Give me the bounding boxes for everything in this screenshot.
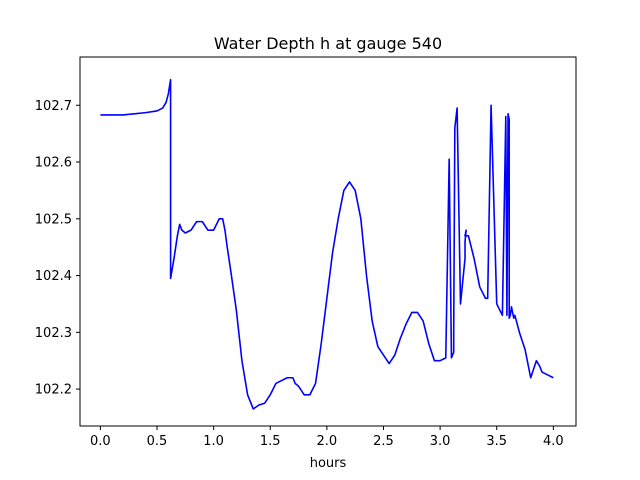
- y-tick-label: 102.4: [35, 269, 72, 284]
- y-tick-label: 102.5: [35, 212, 72, 227]
- y-tick-label: 102.6: [35, 156, 72, 171]
- x-tick-label: 0.5: [147, 434, 168, 449]
- y-tick-label: 102.3: [35, 326, 72, 341]
- x-tick-label: 0.0: [90, 434, 111, 449]
- x-tick-label: 1.5: [260, 434, 281, 449]
- x-tick-label: 4.0: [543, 434, 564, 449]
- x-axis-label: hours: [310, 456, 347, 471]
- x-tick-label: 2.5: [373, 434, 394, 449]
- y-axis: 102.2 102.3 102.4 102.5 102.6 102.7: [35, 99, 80, 398]
- chart-title: Water Depth h at gauge 540: [214, 34, 442, 53]
- x-tick-label: 3.0: [430, 434, 451, 449]
- x-tick-label: 1.0: [203, 434, 224, 449]
- x-tick-label: 3.5: [486, 434, 507, 449]
- plot-frame: [79, 56, 577, 427]
- x-axis: 0.0 0.5 1.0 1.5 2.0 2.5 3.0 3.5 4.0: [90, 426, 564, 449]
- x-tick-label: 2.0: [317, 434, 338, 449]
- series-layer: [100, 78, 554, 410]
- series-line-0: [100, 78, 554, 410]
- y-tick-label: 102.7: [35, 99, 72, 114]
- y-tick-label: 102.2: [35, 383, 72, 398]
- plot-area: [80, 57, 576, 426]
